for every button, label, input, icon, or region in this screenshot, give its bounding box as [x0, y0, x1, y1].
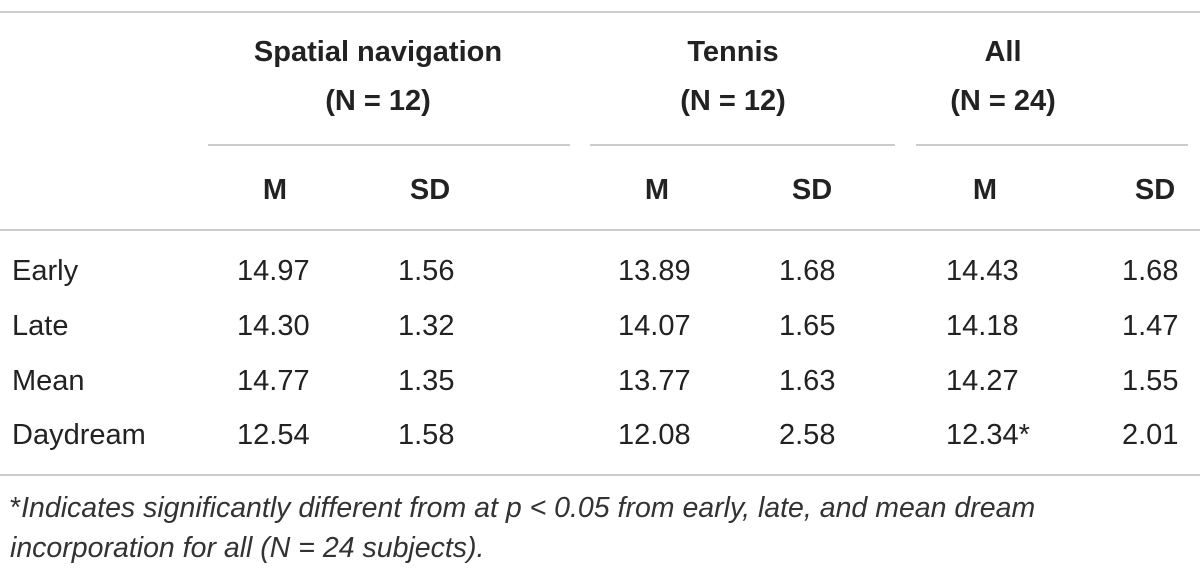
cell: 13.77: [618, 365, 691, 397]
cell: 1.65: [779, 310, 836, 342]
column-header: M: [644, 174, 670, 206]
group-rule: [208, 144, 570, 146]
group-n: (N = 12): [680, 85, 786, 117]
group-name: Tennis: [687, 36, 779, 68]
cell: 13.89: [618, 255, 691, 287]
cell: 1.35: [398, 365, 455, 397]
footnote-marker: *: [10, 492, 22, 524]
cell: 14.97: [237, 255, 310, 287]
footnote: *Indicates significantly different from …: [10, 488, 1195, 568]
row-label: Early: [12, 255, 79, 287]
cell: 1.47: [1122, 310, 1179, 342]
group-n: (N = 12): [325, 85, 431, 117]
cell: 1.58: [398, 419, 455, 451]
cell: 1.32: [398, 310, 455, 342]
cell: 1.56: [398, 255, 455, 287]
cell: 14.77: [237, 365, 310, 397]
row-label: Mean: [12, 365, 85, 397]
cell: 12.08: [618, 419, 691, 451]
group-name: All: [984, 36, 1022, 68]
header-rule: [0, 229, 1200, 231]
row-label: Late: [12, 310, 69, 342]
top-rule: [0, 11, 1200, 13]
cell: 14.27: [946, 365, 1019, 397]
group-rule: [590, 144, 895, 146]
cell: 1.55: [1122, 365, 1179, 397]
cell: 14.18: [946, 310, 1019, 342]
cell: 14.07: [618, 310, 691, 342]
bottom-rule: [0, 474, 1200, 476]
cell: 1.68: [779, 255, 836, 287]
cell: 12.34*: [946, 419, 1030, 451]
cell: 14.43: [946, 255, 1019, 287]
group-name: Spatial navigation: [253, 36, 503, 68]
column-header: SD: [791, 174, 833, 206]
group-rule: [916, 144, 1188, 146]
column-header: M: [972, 174, 998, 206]
group-n: (N = 24): [950, 85, 1056, 117]
cell: 2.58: [779, 419, 836, 451]
column-header: SD: [409, 174, 451, 206]
cell: 1.63: [779, 365, 836, 397]
cell: 1.68: [1122, 255, 1179, 287]
column-header: M: [262, 174, 288, 206]
footnote-text: Indicates significantly different from a…: [10, 492, 1036, 564]
cell: 2.01: [1122, 419, 1179, 451]
cell: 12.54: [237, 419, 310, 451]
cell: 14.30: [237, 310, 310, 342]
column-header: SD: [1134, 174, 1176, 206]
row-label: Daydream: [12, 419, 146, 451]
